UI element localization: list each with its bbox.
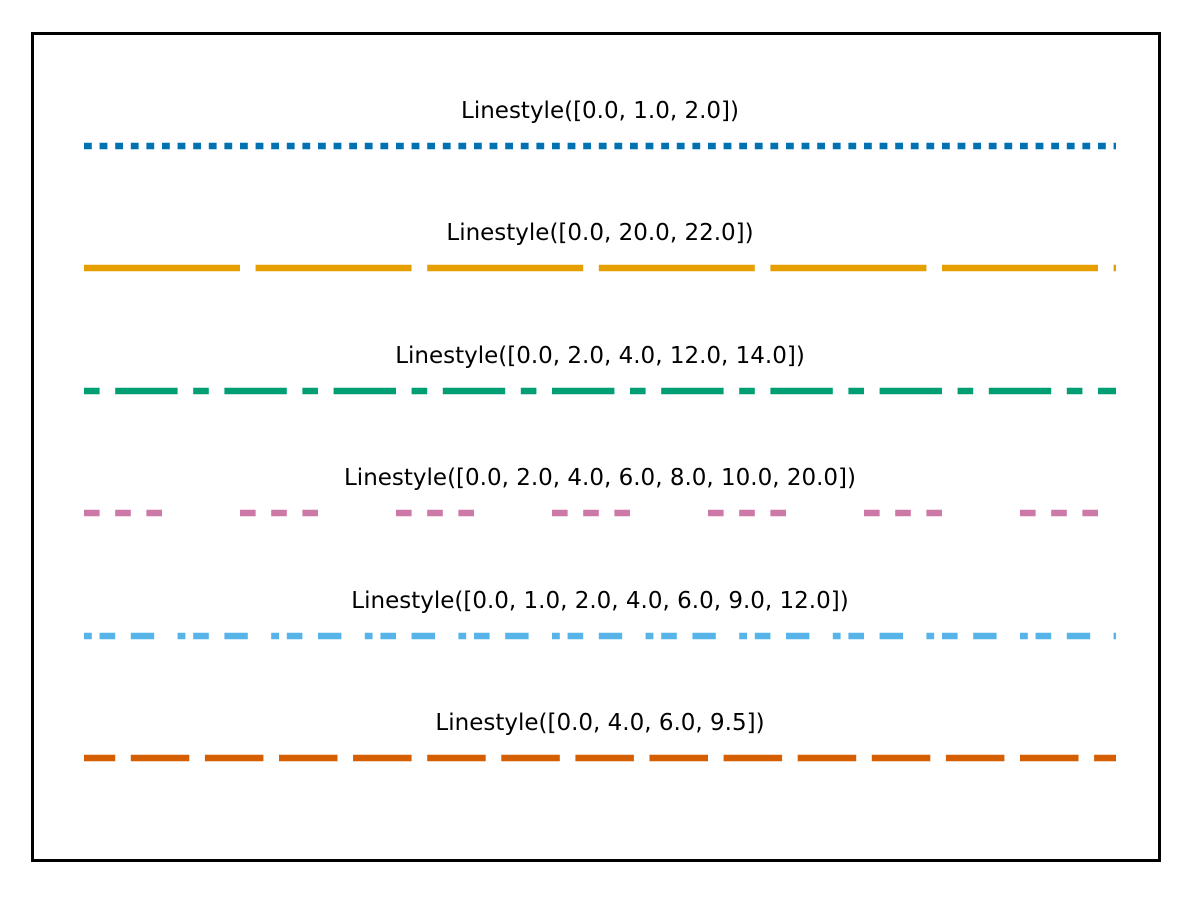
- linestyle-line: [84, 387, 1116, 395]
- linestyle-line: [84, 509, 1116, 517]
- linestyle-line: [84, 265, 1116, 272]
- linestyle-label: Linestyle([0.0, 1.0, 2.0, 4.0, 6.0, 9.0,…: [351, 587, 849, 614]
- linestyle-label: Linestyle([0.0, 20.0, 22.0]): [446, 220, 754, 247]
- linestyle-label: Linestyle([0.0, 4.0, 6.0, 9.5]): [435, 710, 765, 736]
- figure-border: [31, 32, 1161, 862]
- linestyle-label: Linestyle([0.0, 2.0, 4.0, 6.0, 8.0, 10.0…: [343, 465, 857, 492]
- linestyle-line: [84, 754, 1116, 762]
- linestyle-label: Linestyle([0.0, 2.0, 4.0, 12.0, 14.0]): [395, 342, 805, 369]
- linestyle-line: [84, 632, 1116, 639]
- linestyle-line: [84, 142, 1116, 150]
- linestyle-label: Linestyle([0.0, 1.0, 2.0]): [461, 98, 739, 124]
